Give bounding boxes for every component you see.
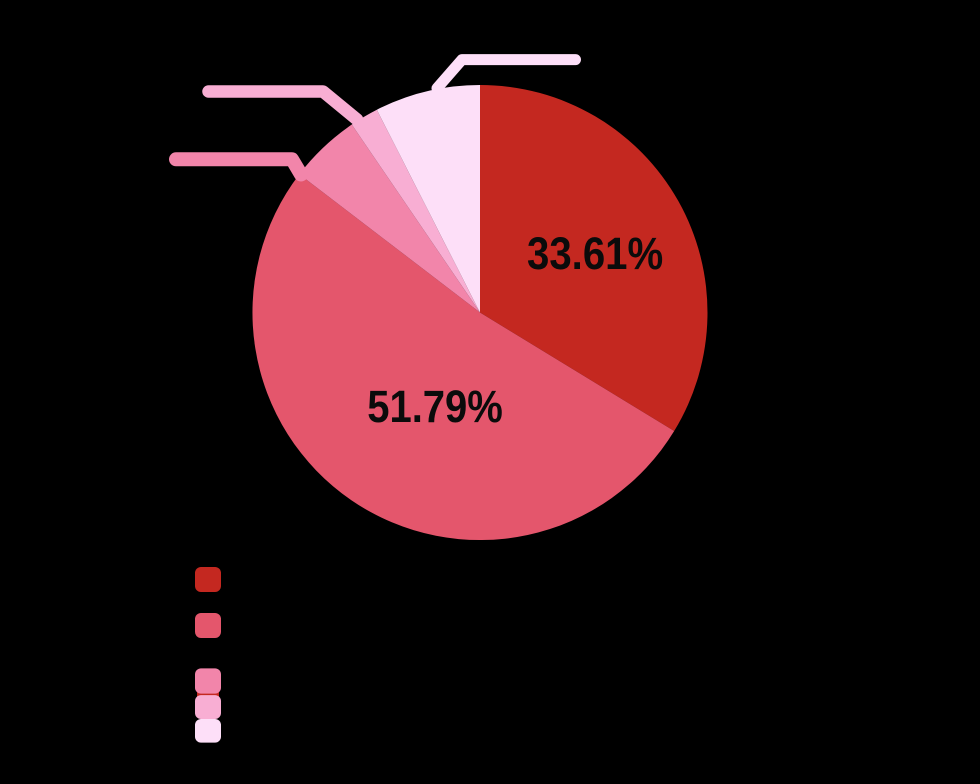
svg-text:51.79%: 51.79% (367, 381, 503, 432)
svg-text:33.61%: 33.61% (527, 228, 663, 279)
